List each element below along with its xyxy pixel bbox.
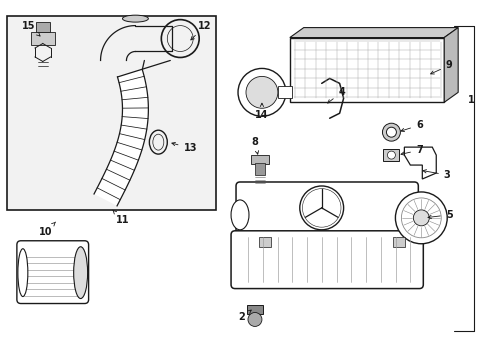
Text: 13: 13 — [171, 143, 197, 153]
Bar — [36, 22, 50, 32]
Ellipse shape — [230, 200, 248, 230]
Text: 8: 8 — [251, 137, 258, 154]
Ellipse shape — [74, 247, 87, 298]
Circle shape — [395, 192, 447, 244]
FancyBboxPatch shape — [230, 231, 423, 289]
Circle shape — [382, 123, 400, 141]
Text: 12: 12 — [190, 21, 211, 40]
Text: 6: 6 — [400, 120, 422, 132]
Circle shape — [299, 186, 343, 230]
Bar — [246, 305, 263, 315]
Ellipse shape — [18, 249, 28, 297]
Polygon shape — [289, 28, 457, 37]
Text: 2: 2 — [238, 310, 251, 323]
FancyBboxPatch shape — [17, 241, 88, 303]
Bar — [277, 86, 291, 98]
Bar — [289, 37, 443, 102]
Text: 4: 4 — [327, 87, 345, 103]
Text: 15: 15 — [22, 21, 40, 36]
Text: 7: 7 — [400, 145, 422, 155]
Polygon shape — [443, 28, 457, 102]
Circle shape — [245, 76, 277, 108]
Bar — [259, 237, 270, 247]
FancyBboxPatch shape — [236, 182, 417, 244]
Text: 14: 14 — [255, 103, 268, 120]
Circle shape — [247, 312, 262, 327]
Text: 5: 5 — [427, 210, 452, 220]
Circle shape — [401, 198, 440, 238]
Circle shape — [412, 210, 428, 226]
Text: 9: 9 — [430, 60, 452, 74]
Circle shape — [302, 189, 340, 227]
Bar — [31, 32, 55, 45]
Bar — [254, 163, 264, 175]
Text: 3: 3 — [422, 170, 449, 180]
Text: 1: 1 — [467, 95, 473, 105]
Polygon shape — [94, 70, 148, 206]
Polygon shape — [404, 147, 435, 179]
Bar — [7, 15, 216, 210]
Bar — [393, 237, 405, 247]
Text: 10: 10 — [39, 222, 56, 237]
Circle shape — [386, 151, 395, 159]
Ellipse shape — [122, 15, 148, 22]
Circle shape — [238, 68, 285, 116]
Bar — [383, 149, 399, 161]
Circle shape — [386, 127, 396, 137]
Bar — [250, 155, 268, 164]
Text: 11: 11 — [112, 210, 129, 225]
